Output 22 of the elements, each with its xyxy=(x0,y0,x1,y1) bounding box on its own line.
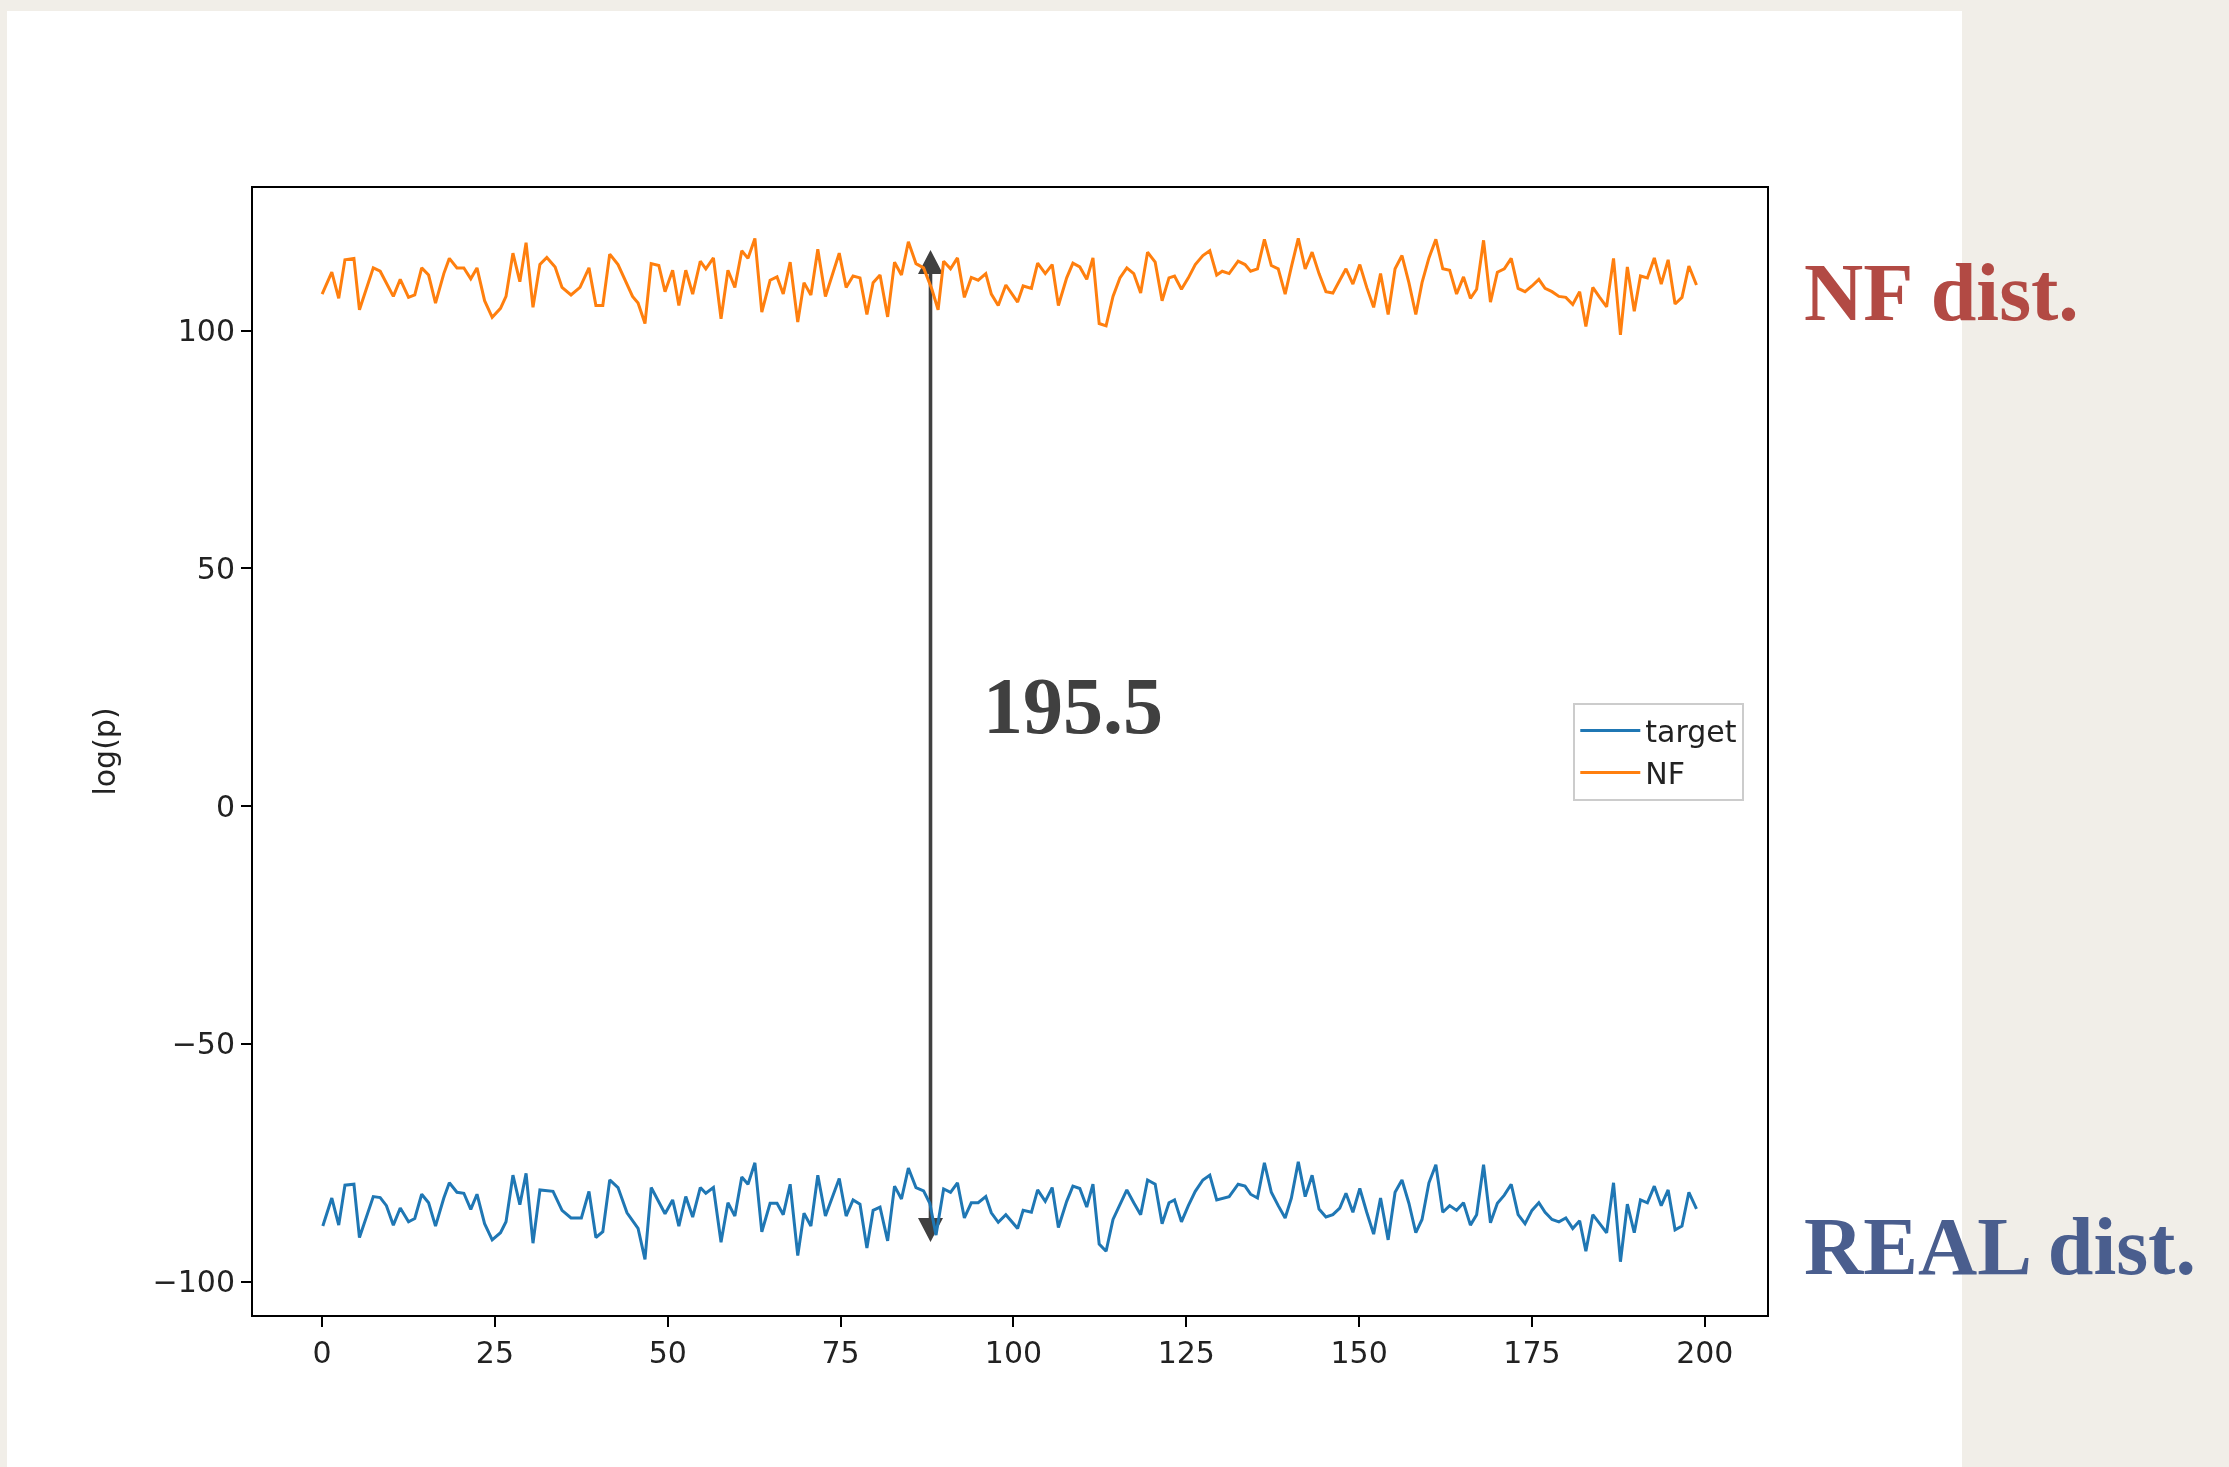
x-tick-label: 0 xyxy=(312,1335,332,1370)
x-tick-label: 125 xyxy=(1157,1335,1215,1370)
y-tick-label: −100 xyxy=(152,1264,235,1300)
x-tick-label: 50 xyxy=(648,1335,687,1370)
x-tick-label: 175 xyxy=(1503,1335,1561,1370)
y-axis-title: log(p) xyxy=(87,707,123,796)
text: REAL dist. xyxy=(1804,1201,2196,1292)
line-series xyxy=(320,236,1698,337)
annotation: 195.5 xyxy=(983,662,1163,750)
x-tick-label: 150 xyxy=(1330,1335,1388,1370)
line-series xyxy=(321,1160,1698,1264)
y-tick-label: 50 xyxy=(196,550,235,586)
legend-label: NF xyxy=(1645,756,1685,792)
y-tick-label: −50 xyxy=(171,1026,235,1062)
x-tick-label: 25 xyxy=(475,1335,515,1370)
y-tick-label: 100 xyxy=(177,313,235,349)
text: NF dist. xyxy=(1804,247,2079,338)
y-tick-label: 0 xyxy=(215,788,235,824)
x-tick-label: 200 xyxy=(1676,1335,1734,1370)
legend-label: target xyxy=(1645,714,1737,750)
x-tick-label: 75 xyxy=(821,1335,860,1370)
x-tick-label: 100 xyxy=(984,1335,1043,1370)
